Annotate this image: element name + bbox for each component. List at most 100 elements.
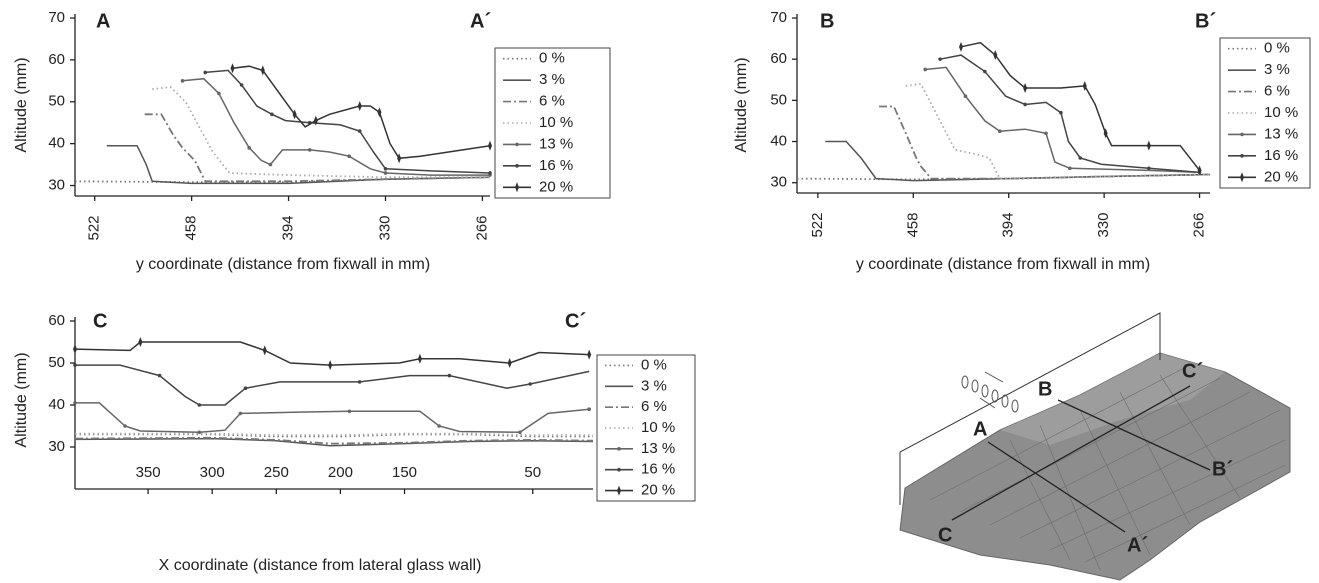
point-marker — [437, 424, 441, 428]
x-axis-title: y coordinate (distance from fixwall in m… — [136, 256, 430, 273]
series-line — [825, 140, 1211, 182]
chart-panel: 30 40 50 60 70 522 458 394 330 266 A A´ Altitude (mm… — [13, 9, 611, 273]
y-tick-label: 40 — [770, 132, 787, 149]
diagram-label: C´ — [1182, 360, 1203, 382]
point-marker — [138, 337, 143, 347]
series-line — [205, 69, 491, 174]
legend-marker — [1240, 132, 1244, 137]
y-tick-label: 50 — [770, 91, 787, 108]
legend-label: 10 % — [641, 419, 675, 436]
series-line — [75, 364, 590, 406]
point-marker — [157, 373, 162, 378]
point-marker — [507, 358, 512, 368]
series-line — [152, 86, 490, 179]
series-line — [960, 41, 1201, 171]
legend-marker — [515, 164, 519, 168]
x-tick-label: 458 — [183, 215, 200, 240]
corner-label: A´ — [470, 10, 491, 32]
point-marker — [1044, 131, 1048, 136]
point-marker — [587, 407, 591, 412]
y-tick-label: 50 — [48, 93, 65, 110]
point-marker — [197, 430, 202, 435]
point-marker — [1147, 166, 1151, 171]
point-marker — [203, 70, 208, 75]
point-marker — [270, 112, 274, 117]
point-marker — [1059, 110, 1063, 115]
x-tick-label: 250 — [264, 464, 289, 481]
legend-label: 6 % — [641, 398, 667, 415]
legend-label: 6 % — [539, 93, 565, 110]
series-line — [74, 436, 594, 445]
legend-marker — [617, 447, 621, 451]
section-line-a — [987, 441, 1126, 533]
point-marker — [180, 79, 185, 83]
legend-label: 20 % — [539, 178, 573, 195]
x-axis-title: y coordinate (distance from fixwall in m… — [856, 256, 1150, 273]
point-marker — [488, 171, 492, 175]
y-tick-label: 60 — [770, 50, 787, 67]
legend: 0 % 3 % 6 % 10 % 13 % 16 % 20 % — [1219, 37, 1311, 189]
point-marker — [73, 344, 77, 355]
legend-label: 3 % — [641, 377, 667, 394]
point-marker — [260, 65, 265, 76]
point-marker — [217, 91, 221, 96]
legend-label: 0 % — [539, 50, 565, 67]
legend-label: 0 % — [1264, 40, 1290, 57]
point-marker — [488, 140, 492, 151]
point-marker — [377, 107, 382, 118]
x-tick-label: 300 — [200, 464, 225, 481]
legend-label: 10 % — [539, 114, 573, 131]
legend-label: 13 % — [539, 135, 573, 152]
x-tick-label: 150 — [392, 464, 417, 481]
diagram-label: A — [973, 418, 987, 440]
legend-marker — [1240, 172, 1244, 183]
point-marker — [73, 363, 77, 367]
x-tick-label: 522 — [86, 215, 103, 240]
y-tick-label: 30 — [770, 174, 787, 191]
x-tick-label: 394 — [1000, 212, 1017, 237]
surface-diagram: A A´ B B´ C C´ — [899, 312, 1291, 581]
legend-marker — [515, 182, 519, 193]
point-marker — [238, 411, 243, 416]
legend-marker — [617, 485, 621, 496]
legend-marker — [617, 467, 621, 472]
series-line — [74, 437, 594, 447]
point-marker — [587, 349, 592, 360]
series-line — [879, 105, 1211, 180]
x-tick-label: 350 — [136, 464, 161, 481]
point-marker — [518, 430, 522, 435]
y-tick-label: 70 — [48, 9, 65, 26]
y-tick-label: 70 — [770, 9, 787, 26]
series-line — [144, 113, 491, 183]
y-tick-label: 60 — [48, 51, 65, 68]
x-tick-label: 394 — [280, 215, 297, 240]
section-plane — [899, 312, 1161, 505]
corner-label: B´ — [1195, 10, 1216, 32]
point-marker — [1082, 80, 1087, 91]
series-line — [75, 402, 590, 434]
corner-label: C´ — [565, 310, 586, 332]
point-marker — [357, 100, 362, 111]
point-marker — [347, 409, 352, 414]
y-tick-label: 50 — [48, 354, 65, 371]
y-axis-title: Altitude (mm) — [733, 57, 750, 152]
diagram-label: A´ — [1127, 534, 1148, 556]
x-tick-label: 200 — [328, 464, 353, 481]
legend-box — [596, 354, 696, 502]
x-tick-label: 266 — [473, 215, 490, 240]
point-marker — [397, 153, 402, 164]
section-line-c — [951, 385, 1191, 521]
x-tick-label: 522 — [809, 212, 826, 237]
series-line — [75, 433, 593, 438]
legend-marker — [1240, 154, 1244, 158]
series-line — [939, 54, 1200, 174]
corner-label: B — [820, 10, 834, 32]
point-marker — [357, 380, 362, 384]
x-tick-label: 50 — [524, 464, 541, 481]
series-line — [925, 66, 1200, 174]
chart-panel: 30 40 50 60 350 300 250 200 150 50 C C´ Altitude (mm… — [13, 310, 696, 574]
point-marker — [1197, 165, 1202, 176]
point-marker — [1023, 83, 1028, 93]
diagram-label: B — [1038, 378, 1052, 400]
series-line — [182, 77, 490, 176]
